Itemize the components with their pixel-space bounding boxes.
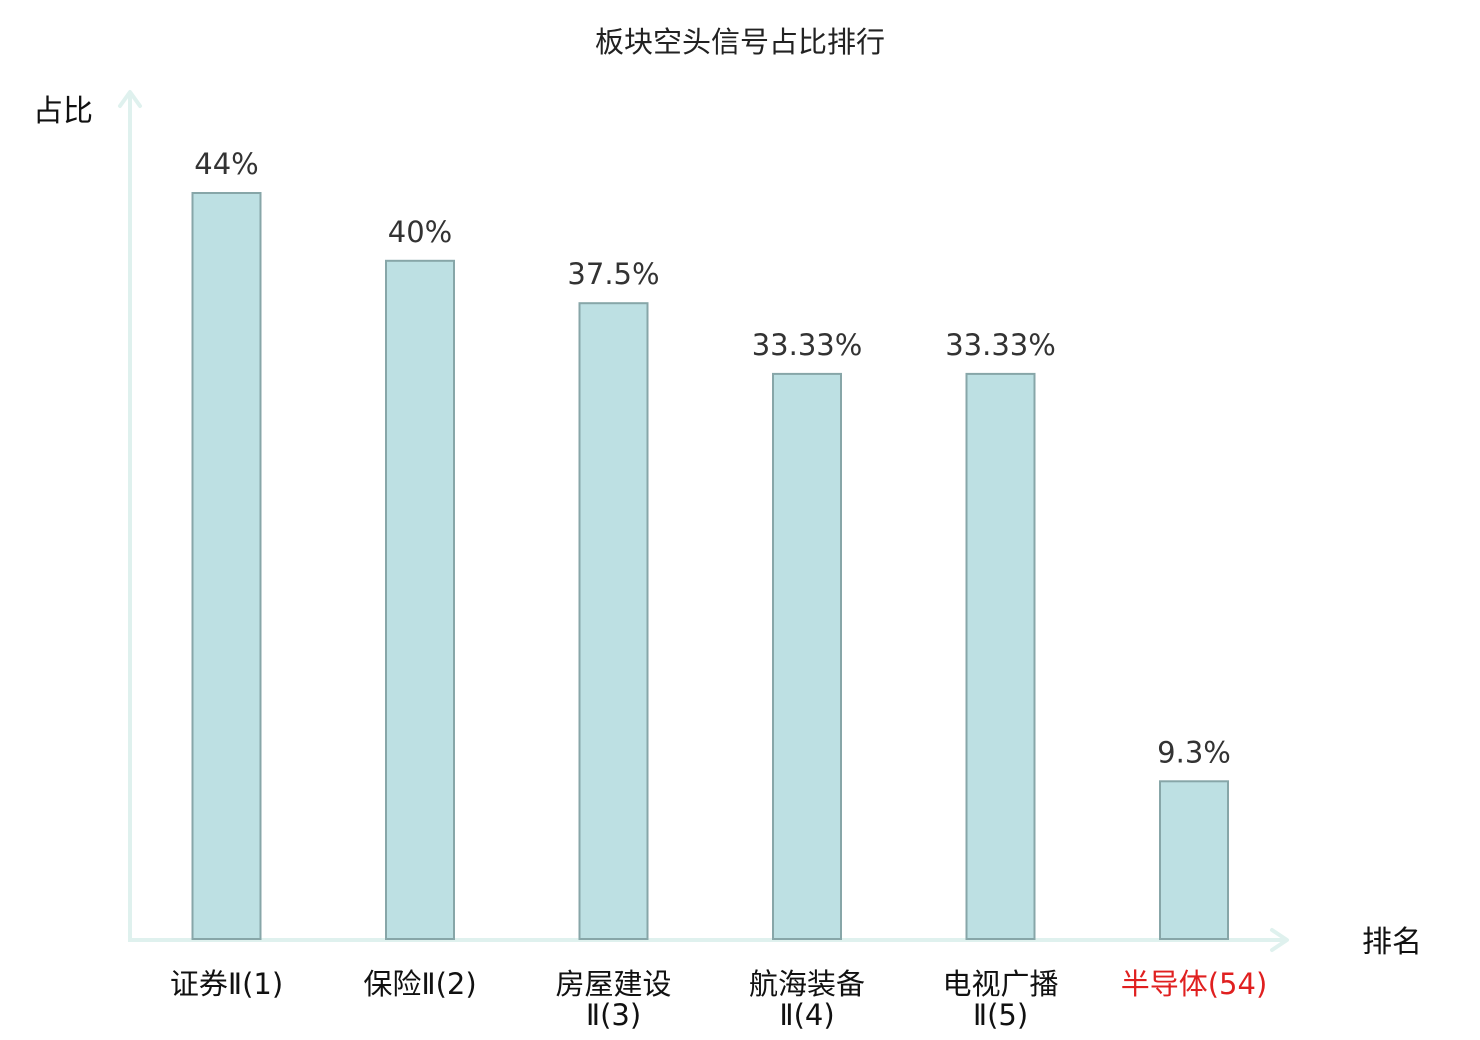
category-label-2: 保险Ⅱ(2) bbox=[363, 967, 476, 1001]
bar-1 bbox=[191, 192, 262, 940]
chart-title: 板块空头信号占比排行 bbox=[595, 25, 885, 59]
x-axis: 排名 bbox=[128, 925, 1422, 960]
category-label-3: 房屋建设 bbox=[555, 967, 671, 1001]
category-label-6: 半导体(54) bbox=[1121, 967, 1268, 1001]
value-labels-group: 44% 40% 37.5% 33.33% 33.33% 9.3% bbox=[194, 147, 1231, 769]
category-label-3-line2: Ⅱ(3) bbox=[586, 998, 641, 1032]
bars-group bbox=[191, 192, 1229, 940]
x-axis-label: 排名 bbox=[1362, 925, 1422, 960]
value-label-1: 44% bbox=[194, 147, 258, 181]
category-label-4-line2: Ⅱ(4) bbox=[779, 998, 834, 1032]
bar-3 bbox=[578, 302, 649, 940]
category-label-4: 航海装备 bbox=[749, 967, 865, 1001]
value-label-4: 33.33% bbox=[752, 328, 863, 362]
value-label-2: 40% bbox=[388, 215, 452, 249]
value-label-6: 9.3% bbox=[1157, 735, 1231, 769]
value-label-3: 37.5% bbox=[567, 257, 659, 291]
bar-5 bbox=[965, 372, 1036, 940]
category-label-5: 电视广播 bbox=[942, 967, 1058, 1001]
bar-2 bbox=[385, 259, 455, 940]
bar-4 bbox=[772, 372, 842, 940]
y-axis: 占比 bbox=[33, 90, 142, 940]
category-label-5-line2: Ⅱ(5) bbox=[973, 998, 1028, 1032]
y-axis-label: 占比 bbox=[33, 94, 93, 129]
value-label-5: 33.33% bbox=[945, 328, 1056, 362]
x-axis-arrow-icon bbox=[1270, 928, 1289, 952]
y-axis-arrow-icon bbox=[118, 90, 142, 108]
category-label-1: 证券Ⅱ(1) bbox=[170, 967, 283, 1001]
bar-6 bbox=[1159, 780, 1229, 940]
